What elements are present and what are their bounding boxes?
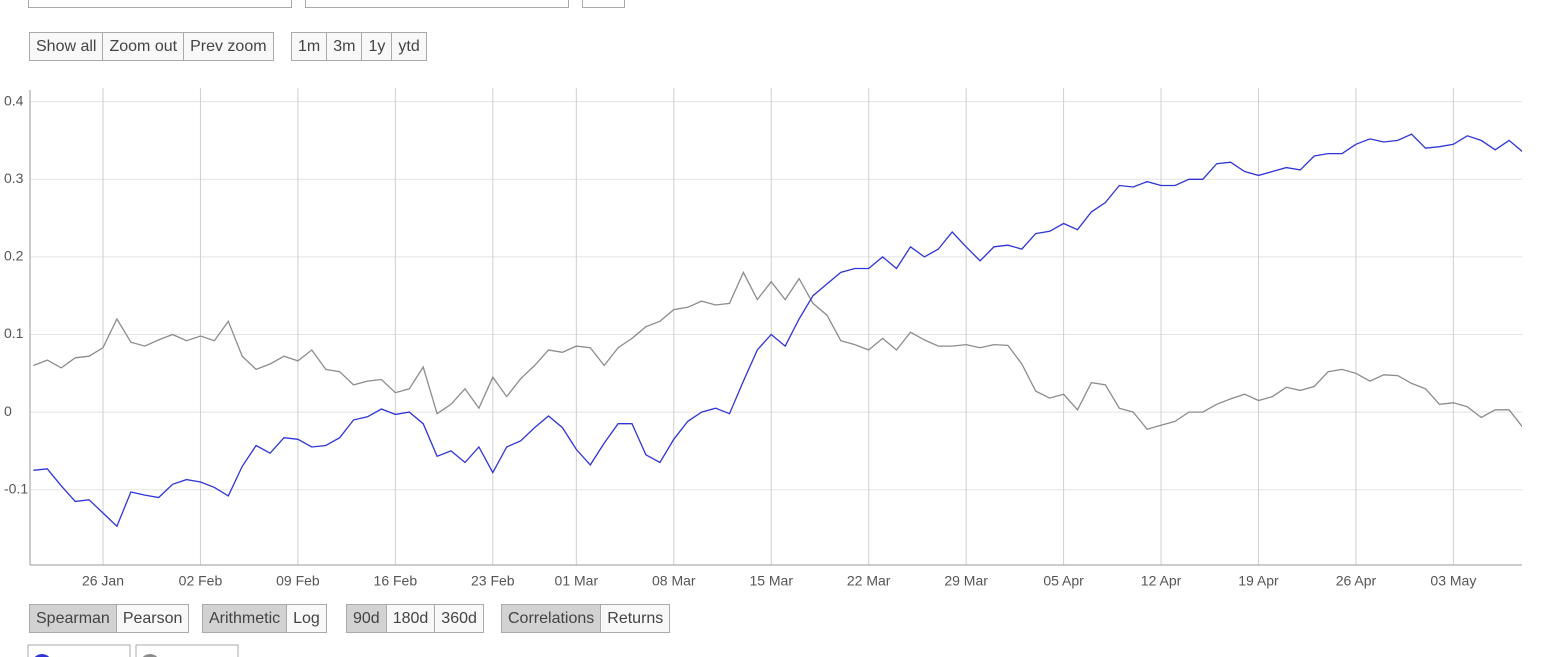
- asset-select[interactable]: BTC: [28, 0, 292, 8]
- toggle-button[interactable]: Arithmetic: [202, 604, 288, 633]
- button-group: Arithmetic Log: [202, 604, 327, 633]
- legend-label: BTC-GLD: [166, 656, 227, 657]
- y-tick-label: 0.1: [4, 325, 24, 341]
- toggle-button[interactable]: Spearman: [29, 604, 117, 633]
- toggle-button[interactable]: Pearson: [115, 604, 190, 633]
- y-tick-label: 0.4: [4, 92, 24, 108]
- x-tick-label: 26 Jan: [82, 573, 124, 589]
- x-tick-label: 16 Feb: [374, 573, 418, 589]
- x-tick-label: 23 Feb: [471, 573, 515, 589]
- legend-marker: [142, 654, 158, 657]
- toggle-button[interactable]: 3m: [326, 32, 363, 61]
- x-tick-label: 26 Apr: [1336, 573, 1377, 589]
- x-tick-label: 15 Mar: [749, 573, 793, 589]
- asset-select[interactable]: GLD: [305, 0, 569, 8]
- x-tick-label: 12 Apr: [1141, 573, 1182, 589]
- x-tick-label: 01 Mar: [555, 573, 599, 589]
- toggle-button[interactable]: Show all: [29, 32, 104, 61]
- legend-label: BTC-SPY: [58, 656, 119, 657]
- x-tick-label: 19 Apr: [1238, 573, 1279, 589]
- x-tick-label: 09 Feb: [276, 573, 320, 589]
- x-tick-label: 29 Mar: [944, 573, 988, 589]
- button-group: Show all Zoom out Prev zoom: [29, 32, 274, 61]
- toggle-button[interactable]: ytd: [391, 32, 427, 61]
- toggle-button[interactable]: Zoom out: [102, 32, 185, 61]
- legend-box: [27, 644, 131, 657]
- y-tick-label: 0: [4, 403, 12, 419]
- legend-marker: [34, 654, 50, 657]
- toggle-button[interactable]: 90d: [346, 604, 387, 633]
- toggle-button[interactable]: Returns: [600, 604, 671, 633]
- x-tick-label: 05 Apr: [1043, 573, 1084, 589]
- toggle-button[interactable]: Prev zoom: [183, 32, 274, 61]
- series-line: [33, 133, 1522, 528]
- toggle-button[interactable]: 1y: [361, 32, 393, 61]
- button-group: 90d 180d 360d: [346, 604, 484, 633]
- button-group: Spearman Pearson: [29, 604, 190, 633]
- x-tick-label: 08 Mar: [652, 573, 696, 589]
- toggle-button[interactable]: 360d: [434, 604, 484, 633]
- toggle-button[interactable]: Log: [286, 604, 327, 633]
- series-line: [33, 270, 1522, 430]
- toggle-button[interactable]: 180d: [385, 604, 436, 633]
- add-button[interactable]: Add: [582, 0, 625, 8]
- y-tick-label: 0.2: [4, 248, 24, 264]
- toggle-button[interactable]: 1m: [291, 32, 328, 61]
- x-tick-label: 22 Mar: [847, 573, 891, 589]
- button-group: Correlations Returns: [501, 604, 671, 633]
- y-tick-label: 0.3: [4, 170, 24, 186]
- button-group: 1m 3m 1y ytd: [291, 32, 427, 61]
- x-tick-label: 02 Feb: [179, 573, 223, 589]
- y-tick-label: -0.1: [4, 480, 28, 496]
- toggle-button[interactable]: Correlations: [501, 604, 602, 633]
- legend-box: [135, 644, 239, 657]
- x-tick-label: 03 May: [1430, 573, 1476, 589]
